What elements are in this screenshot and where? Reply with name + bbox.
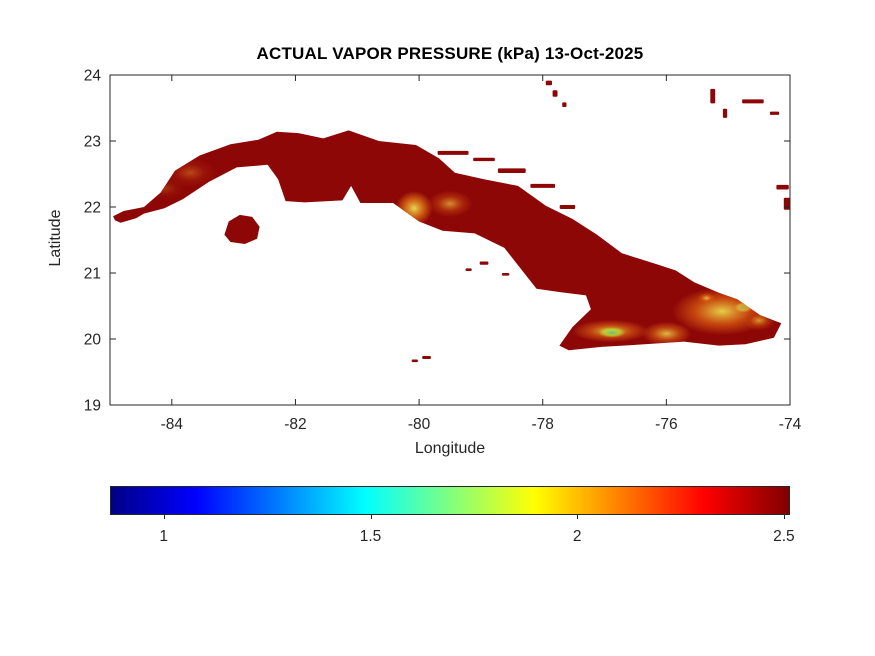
colorbar-tick-label: 1 (159, 528, 168, 545)
cay-speck (545, 80, 552, 86)
colorbar-tick (370, 515, 372, 519)
map-plot: -84 -82 -80 -78 -76 -74 19 20 21 22 23 24 (84, 68, 802, 434)
sierra-maestra-east-hotspot (641, 321, 692, 346)
cay-speck (530, 183, 556, 188)
y-tick-label: 20 (84, 332, 102, 349)
cay-speck (742, 99, 764, 104)
y-tick-label: 22 (84, 200, 101, 217)
x-tick-label: -74 (779, 416, 802, 433)
isla-de-la-juventud (224, 214, 260, 244)
cay-speck (501, 273, 510, 276)
cay-speck (411, 359, 418, 363)
cay-speck (559, 205, 576, 209)
escambray-east-hotspot (427, 190, 473, 217)
colorbar-tick-label: 2 (572, 528, 582, 545)
y-tick-label: 19 (84, 398, 101, 415)
chart-title: ACTUAL VAPOR PRESSURE (kPa) 13-Oct-2025 (256, 44, 644, 63)
cay-speck (783, 197, 790, 210)
maisi-east-hotspot (743, 310, 776, 331)
cay-speck (422, 356, 431, 359)
cay-speck (552, 90, 558, 97)
cay-speck (479, 261, 489, 265)
x-tick-label: -84 (161, 416, 184, 433)
colorbar-tick-label: 2.5 (773, 528, 795, 545)
cay-speck (776, 184, 789, 190)
cuba-landmass (113, 130, 782, 351)
x-tick-label: -80 (408, 416, 431, 433)
cay-speck (497, 168, 526, 173)
colorbar-tick (577, 515, 579, 519)
colorbar-tick (163, 515, 165, 519)
x-tick-label: -82 (284, 416, 306, 433)
colorbar-tick (783, 515, 785, 519)
cay-speck (473, 157, 495, 162)
escambray-hotspot (395, 191, 433, 226)
axes-box (109, 74, 791, 406)
colorbar-gradient (110, 486, 790, 515)
y-tick-label: 24 (84, 68, 102, 85)
cay-speck (722, 108, 728, 118)
x-tick-label: -76 (655, 416, 677, 433)
cay-speck (562, 102, 567, 107)
cay-speck (769, 111, 780, 115)
cay-speck (465, 268, 472, 271)
y-tick-label: 23 (84, 134, 101, 151)
x-axis-label: Longitude (414, 440, 486, 457)
x-tick-label: -78 (532, 416, 554, 433)
colorbar: 1 1.5 2 2.5 (110, 486, 795, 556)
holguin-spot-hotspot (697, 292, 716, 304)
y-tick-label: 21 (84, 266, 101, 283)
colorbar-tick-label: 1.5 (359, 528, 382, 545)
baracoa-coast-spot-hotspot (734, 302, 753, 313)
sierra-de-los-organos-hotspot (147, 177, 185, 200)
cay-speck (437, 150, 469, 155)
cay-speck (710, 88, 716, 104)
turquino-core-hotspot (598, 327, 626, 338)
